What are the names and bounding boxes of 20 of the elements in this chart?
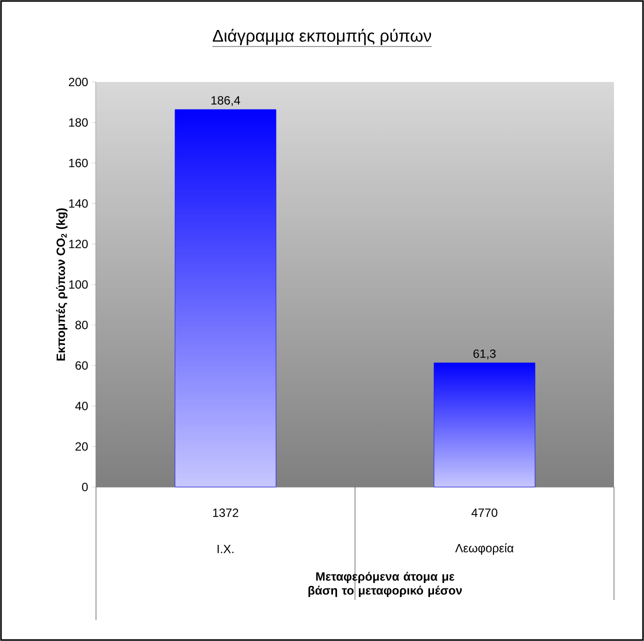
text: Λεωφορεία [455,543,514,555]
y-axis-title: Εκπομπές ρύπων CO$_{2}$ (kg) [56,208,68,360]
y-tick-label: 80 [75,320,88,330]
y-tick-label: 20 [76,442,88,451]
y-tick-label: 40 [75,402,88,410]
y-tick-label: 200 [68,78,88,86]
chart-title: Διάγραμμα εκπομπής ρύπων [212,28,432,46]
y-tick-label: 100 [69,280,88,289]
x-tick-label: 1372 [213,508,238,517]
y-tick-label: 120 [69,240,88,248]
y-tick-label: 60 [76,361,88,370]
y-tick-label: 140 [69,199,88,208]
y-tick-label: 160 [69,158,88,168]
x-axis-title: Μεταφερόμενα άτομα με βάση το μεταφορικό μέσον [308,572,462,598]
y-tick-label: 180 [69,118,88,127]
text: Ι.Χ. [218,544,234,554]
y-tick-label: 0 [82,482,88,492]
data-label: 61,3 [473,349,496,360]
data-label: 186,4 [211,96,240,106]
x-tick-label: 4770 [471,508,498,517]
